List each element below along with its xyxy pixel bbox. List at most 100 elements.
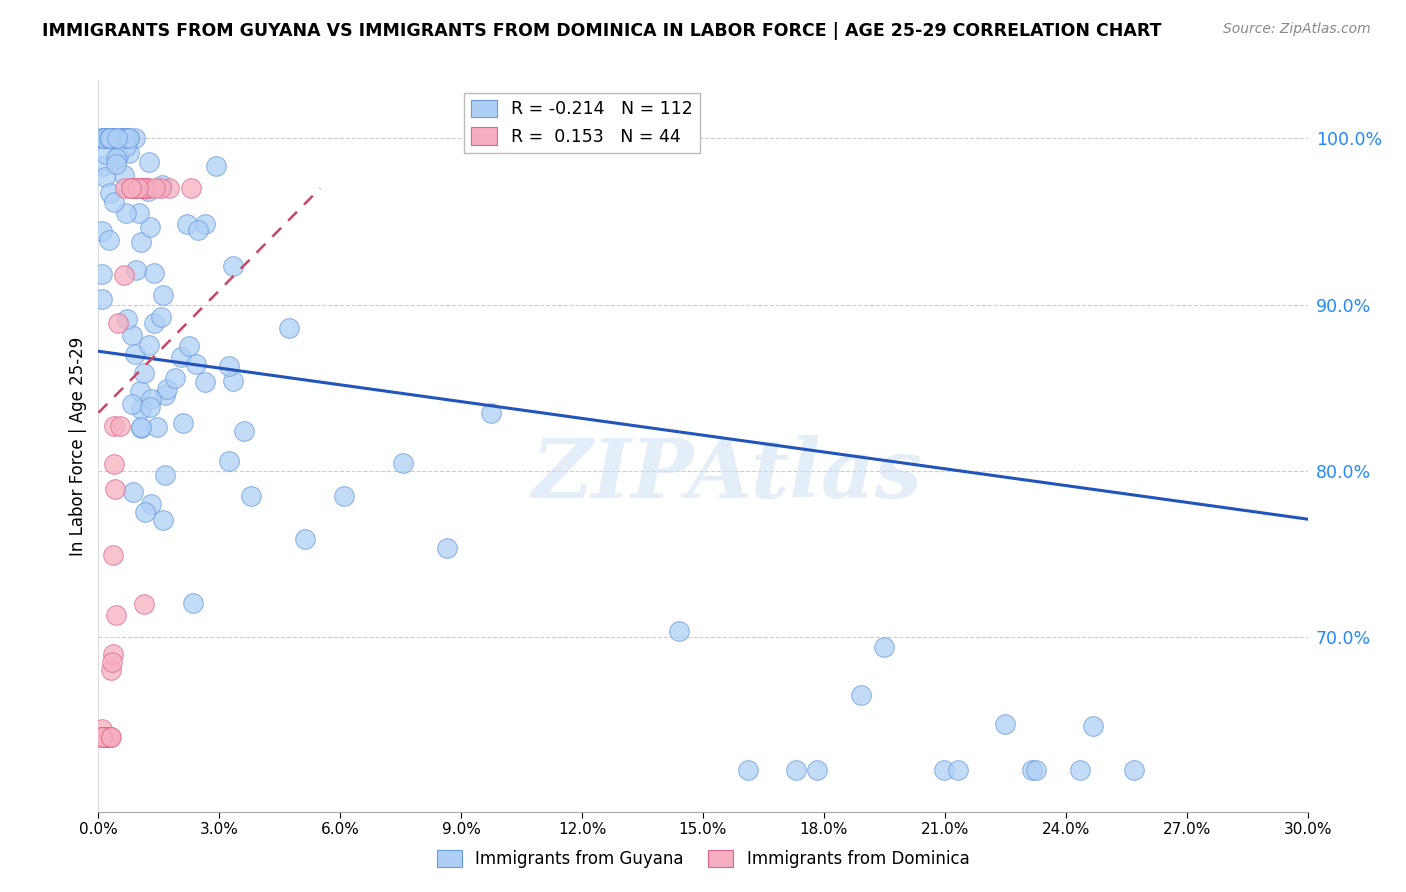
Point bbox=[101, 131, 124, 145]
Point bbox=[105, 156, 128, 170]
Point bbox=[124, 347, 146, 361]
Point bbox=[157, 181, 180, 195]
Point bbox=[240, 489, 263, 503]
Point bbox=[170, 350, 193, 364]
Point bbox=[96, 131, 118, 145]
Point bbox=[94, 131, 117, 145]
Point bbox=[121, 327, 143, 342]
Point bbox=[120, 181, 142, 195]
Point bbox=[91, 730, 114, 744]
Point bbox=[114, 181, 136, 195]
Point bbox=[179, 339, 201, 353]
Point bbox=[806, 763, 828, 777]
Point bbox=[127, 181, 149, 195]
Point bbox=[107, 149, 129, 163]
Point bbox=[127, 181, 149, 195]
Point bbox=[125, 263, 148, 277]
Point bbox=[180, 181, 202, 195]
Point bbox=[91, 131, 114, 145]
Point bbox=[98, 131, 121, 145]
Point bbox=[112, 168, 135, 182]
Point bbox=[115, 131, 138, 145]
Point bbox=[737, 763, 759, 777]
Point bbox=[100, 730, 122, 744]
Point bbox=[143, 316, 166, 330]
Point bbox=[103, 647, 125, 661]
Point bbox=[277, 321, 299, 335]
Point bbox=[98, 186, 121, 200]
Point bbox=[150, 181, 173, 195]
Point bbox=[233, 425, 256, 439]
Point bbox=[103, 131, 125, 145]
Point bbox=[112, 131, 135, 145]
Point bbox=[150, 310, 173, 324]
Point bbox=[138, 155, 160, 169]
Point bbox=[218, 454, 240, 468]
Point bbox=[91, 722, 114, 736]
Point bbox=[96, 730, 118, 744]
Point bbox=[120, 181, 142, 195]
Point bbox=[91, 730, 114, 744]
Point bbox=[97, 131, 120, 145]
Point bbox=[96, 147, 118, 161]
Point bbox=[849, 688, 872, 702]
Point bbox=[91, 730, 114, 744]
Point bbox=[1081, 719, 1104, 733]
Point bbox=[124, 181, 146, 195]
Point bbox=[129, 420, 152, 434]
Point bbox=[668, 624, 690, 639]
Point bbox=[132, 366, 155, 380]
Point bbox=[103, 482, 125, 496]
Point bbox=[118, 131, 141, 145]
Point bbox=[93, 131, 115, 145]
Point bbox=[139, 392, 162, 407]
Point bbox=[97, 233, 120, 247]
Text: Source: ZipAtlas.com: Source: ZipAtlas.com bbox=[1223, 22, 1371, 37]
Point bbox=[128, 206, 150, 220]
Point bbox=[1021, 763, 1043, 777]
Point bbox=[141, 497, 163, 511]
Point bbox=[94, 169, 117, 184]
Point bbox=[122, 181, 145, 195]
Point bbox=[128, 181, 150, 195]
Point bbox=[184, 357, 207, 371]
Point bbox=[121, 181, 143, 195]
Point bbox=[118, 146, 141, 161]
Point bbox=[103, 419, 125, 434]
Point bbox=[91, 267, 114, 281]
Point bbox=[101, 655, 124, 669]
Point bbox=[1069, 763, 1091, 777]
Point bbox=[479, 406, 502, 420]
Point bbox=[93, 730, 115, 744]
Point bbox=[156, 382, 179, 396]
Y-axis label: In Labor Force | Age 25-29: In Labor Force | Age 25-29 bbox=[69, 336, 87, 556]
Point bbox=[173, 416, 195, 430]
Point bbox=[121, 397, 143, 411]
Point bbox=[294, 533, 316, 547]
Point bbox=[134, 181, 156, 195]
Legend: Immigrants from Guyana, Immigrants from Dominica: Immigrants from Guyana, Immigrants from … bbox=[430, 843, 976, 875]
Point bbox=[98, 730, 121, 744]
Point bbox=[100, 730, 122, 744]
Point bbox=[100, 664, 122, 678]
Point bbox=[1123, 763, 1146, 777]
Point bbox=[132, 597, 155, 611]
Point bbox=[91, 292, 114, 306]
Point bbox=[128, 384, 150, 398]
Point bbox=[103, 194, 125, 209]
Point bbox=[103, 457, 125, 471]
Point bbox=[107, 131, 129, 145]
Point bbox=[100, 131, 122, 145]
Point bbox=[124, 131, 146, 145]
Point bbox=[114, 131, 136, 145]
Point bbox=[194, 375, 217, 389]
Point bbox=[111, 131, 134, 145]
Point bbox=[112, 268, 135, 283]
Text: IMMIGRANTS FROM GUYANA VS IMMIGRANTS FROM DOMINICA IN LABOR FORCE | AGE 25-29 CO: IMMIGRANTS FROM GUYANA VS IMMIGRANTS FRO… bbox=[42, 22, 1161, 40]
Point bbox=[91, 730, 114, 744]
Text: ZIPAtlas: ZIPAtlas bbox=[531, 435, 922, 516]
Point bbox=[136, 181, 159, 195]
Point bbox=[946, 763, 969, 777]
Point bbox=[94, 131, 117, 145]
Point bbox=[436, 541, 458, 556]
